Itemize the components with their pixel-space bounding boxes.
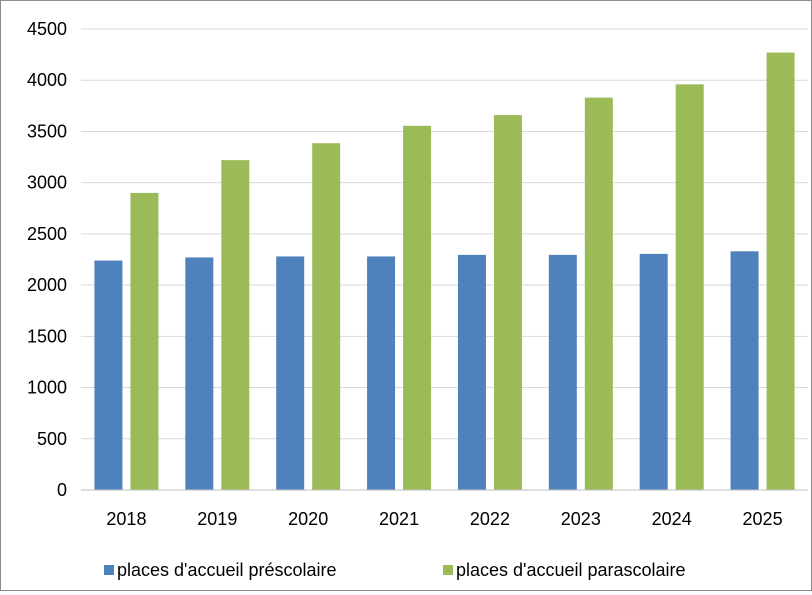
bar-prescolaire-2018 — [94, 260, 123, 490]
bar-parascolaire-2024 — [675, 84, 704, 490]
y-tick-label: 1500 — [27, 326, 67, 346]
y-axis-ticks: 0 500 1000 1500 2000 2500 3000 3500 4000 4500 — [27, 19, 67, 500]
x-tick-label: 2025 — [743, 509, 783, 529]
bar-prescolaire-2024 — [639, 253, 668, 490]
x-tick-label: 2020 — [288, 509, 328, 529]
legend: places d'accueil préscolaire places d'acc… — [104, 560, 686, 580]
bars — [94, 52, 795, 490]
legend-item: places d'accueil parascolaire — [443, 560, 686, 580]
bar-parascolaire-2025 — [766, 52, 795, 490]
bar-parascolaire-2020 — [312, 143, 341, 490]
bar-parascolaire-2018 — [130, 192, 159, 490]
y-tick-label: 4500 — [27, 19, 67, 39]
y-tick-label: 1000 — [27, 378, 67, 398]
y-tick-label: 0 — [57, 480, 67, 500]
x-tick-label: 2022 — [470, 509, 510, 529]
x-tick-label: 2019 — [197, 509, 237, 529]
x-tick-label: 2018 — [106, 509, 146, 529]
y-tick-label: 2500 — [27, 224, 67, 244]
y-tick-label: 3500 — [27, 121, 67, 141]
y-tick-label: 500 — [37, 429, 67, 449]
y-tick-label: 4000 — [27, 70, 67, 90]
y-tick-label: 3000 — [27, 173, 67, 193]
legend-label: places d'accueil parascolaire — [456, 560, 686, 580]
bar-parascolaire-2023 — [584, 97, 613, 490]
x-tick-label: 2024 — [652, 509, 692, 529]
bar-prescolaire-2022 — [457, 254, 486, 490]
legend-swatch — [443, 565, 453, 575]
bar-prescolaire-2021 — [367, 256, 396, 490]
y-tick-label: 2000 — [27, 275, 67, 295]
bar-prescolaire-2020 — [276, 256, 305, 490]
bar-parascolaire-2022 — [493, 115, 522, 490]
x-axis-ticks: 2018 2019 2020 2021 2022 2023 2024 2025 — [106, 509, 782, 529]
bar-prescolaire-2025 — [730, 251, 759, 490]
bar-parascolaire-2021 — [403, 125, 432, 490]
x-tick-label: 2021 — [379, 509, 419, 529]
bar-parascolaire-2019 — [221, 160, 250, 490]
legend-item: places d'accueil préscolaire — [104, 560, 337, 580]
legend-swatch — [104, 565, 114, 575]
bar-prescolaire-2019 — [185, 257, 214, 490]
bar-prescolaire-2023 — [548, 254, 577, 490]
legend-label: places d'accueil préscolaire — [117, 560, 337, 580]
x-tick-label: 2023 — [561, 509, 601, 529]
